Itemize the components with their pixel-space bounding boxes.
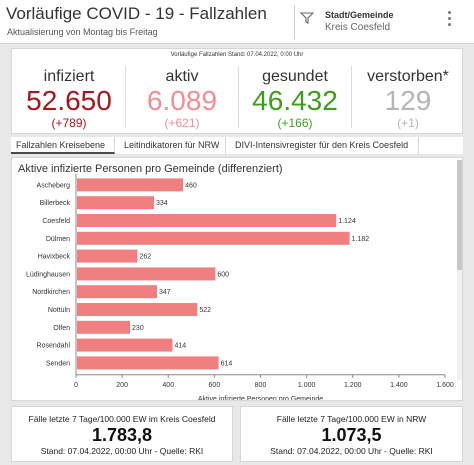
data-label: 414 [174, 343, 186, 350]
bar-chart: Ascheberg 460 Billerbeck 334 Coesfeld 1.124 Dü… [26, 174, 454, 400]
category-label: Senden [46, 360, 70, 367]
data-label: 262 [139, 254, 151, 261]
data-label: 460 [185, 182, 197, 189]
municipality-selector[interactable]: Kreis Coesfeld [325, 22, 391, 33]
data-label: 230 [132, 325, 144, 332]
kpi-delta: (+1) [397, 116, 419, 130]
scrollbar-thumb[interactable] [457, 160, 462, 270]
kpi-value: 6.089 [146, 85, 218, 116]
bar [77, 267, 216, 281]
data-label: 334 [156, 200, 168, 207]
data-label: 600 [217, 271, 229, 278]
tab-bar: Fallzahlen Kreisebene Leitindikatoren fü… [11, 137, 463, 154]
x-tick-label: 600 [209, 382, 221, 389]
kpi-verstorben: verstorben* 129 (+1) [353, 64, 463, 130]
scrollbar[interactable] [457, 160, 462, 380]
incidence-value: 1.783,8 [91, 425, 153, 445]
kpi-caption: Vorläufige Fallzahlen Stand: 07.04.2022,… [170, 52, 304, 58]
header-bar: Vorläufige COVID - 19 - Fallzahlen Aktua… [0, 0, 474, 44]
bar [77, 356, 219, 370]
bar [77, 285, 158, 299]
kpi-delta: (+621) [164, 116, 200, 130]
x-tick-label: 800 [255, 382, 267, 389]
category-label: Coesfeld [42, 218, 70, 225]
bar [77, 338, 173, 352]
kpi-value: 129 [384, 85, 432, 116]
header-divider [294, 5, 295, 39]
kpi-delta: (+166) [277, 116, 313, 130]
x-tick-label: 1.600 [436, 382, 454, 389]
chart-panel: Aktive infizierte Personen pro Gemeinde … [11, 157, 463, 401]
category-label: Lüdinghausen [26, 271, 70, 278]
more-vertical-icon[interactable] [442, 11, 456, 27]
kpi-panel: Vorläufige Fallzahlen Stand: 07.04.2022,… [11, 48, 463, 134]
category-label: Billerbeck [40, 200, 71, 207]
incidence-source: Stand: 07.04.2022, 00:00 Uhr - Quelle: R… [40, 446, 204, 456]
incidence-title: Fälle letzte 7 Tage/100.000 EW in NRW [276, 414, 427, 424]
x-tick-label: 1.000 [298, 382, 316, 389]
incidence-card-kreis: Fälle letzte 7 Tage/100.000 EW im Kreis … [11, 406, 233, 462]
page-title: Vorläufige COVID - 19 - Fallzahlen [6, 4, 267, 23]
category-label: Nordkirchen [32, 289, 70, 296]
kpi-infiziert: infiziert 52.650 (+789) [14, 64, 124, 130]
category-label: Ascheberg [37, 182, 71, 189]
kpi-gesundet: gesundet 46.432 (+166) [240, 64, 350, 130]
incidence-value: 1.073,5 [321, 425, 382, 445]
incidence-card-nrw: Fälle letzte 7 Tage/100.000 EW in NRW 1.… [240, 406, 463, 462]
kpi-divider [238, 66, 239, 128]
x-axis-label: Aktive infizierte Personen pro Gemeinde [198, 396, 323, 400]
kpi-delta: (+789) [51, 116, 87, 130]
category-label: Dülmen [46, 236, 70, 243]
selector-label: Stadt/Gemeinde [325, 10, 394, 20]
data-label: 1.124 [338, 218, 356, 225]
data-label: 614 [221, 360, 233, 367]
bar [77, 178, 184, 192]
bar [77, 249, 138, 263]
tab-leitindikatoren-nrw[interactable]: Leitindikatoren für NRW [119, 137, 226, 154]
data-label: 522 [199, 307, 211, 314]
kpi-value: 52.650 [26, 85, 112, 116]
bar [77, 303, 198, 316]
data-label: 1.182 [352, 236, 370, 243]
page-subtitle: Aktualisierung von Montag bis Freitag [7, 27, 158, 37]
kpi-divider [351, 66, 352, 128]
bar [77, 196, 155, 210]
incidence-title: Fälle letzte 7 Tage/100.000 EW im Kreis … [28, 414, 216, 424]
data-label: 347 [159, 289, 171, 296]
x-tick-label: 400 [162, 382, 174, 389]
filter-icon[interactable] [300, 12, 314, 24]
bar [77, 320, 131, 334]
tab-fallzahlen-kreisebene[interactable]: Fallzahlen Kreisebene [11, 137, 115, 154]
category-label: Havixbeck [38, 254, 71, 261]
incidence-source: Stand: 07.04.2022, 00:00 Uhr - Quelle: R… [270, 446, 433, 456]
kpi-label: verstorben* [367, 68, 449, 85]
bar [77, 231, 350, 245]
x-tick-label: 0 [74, 382, 78, 389]
category-label: Rosendahl [37, 343, 71, 350]
chart-title: Aktive infizierte Personen pro Gemeinde … [18, 163, 283, 175]
x-tick-label: 1.200 [344, 382, 362, 389]
kpi-label: gesundet [262, 68, 328, 85]
category-label: Nottuln [48, 307, 70, 314]
kpi-aktiv: aktiv 6.089 (+621) [127, 64, 237, 130]
kpi-label: aktiv [165, 68, 199, 85]
kpi-label: infiziert [43, 68, 95, 85]
kpi-value: 46.432 [252, 85, 338, 116]
x-tick-label: 200 [116, 382, 128, 389]
x-tick-label: 1.400 [390, 382, 408, 389]
kpi-divider [125, 66, 126, 128]
bar [77, 214, 337, 227]
tab-divi-intensivregister[interactable]: DIVI-Intensivregister für den Kreis Coes… [230, 137, 419, 154]
category-label: Olfen [53, 325, 70, 332]
